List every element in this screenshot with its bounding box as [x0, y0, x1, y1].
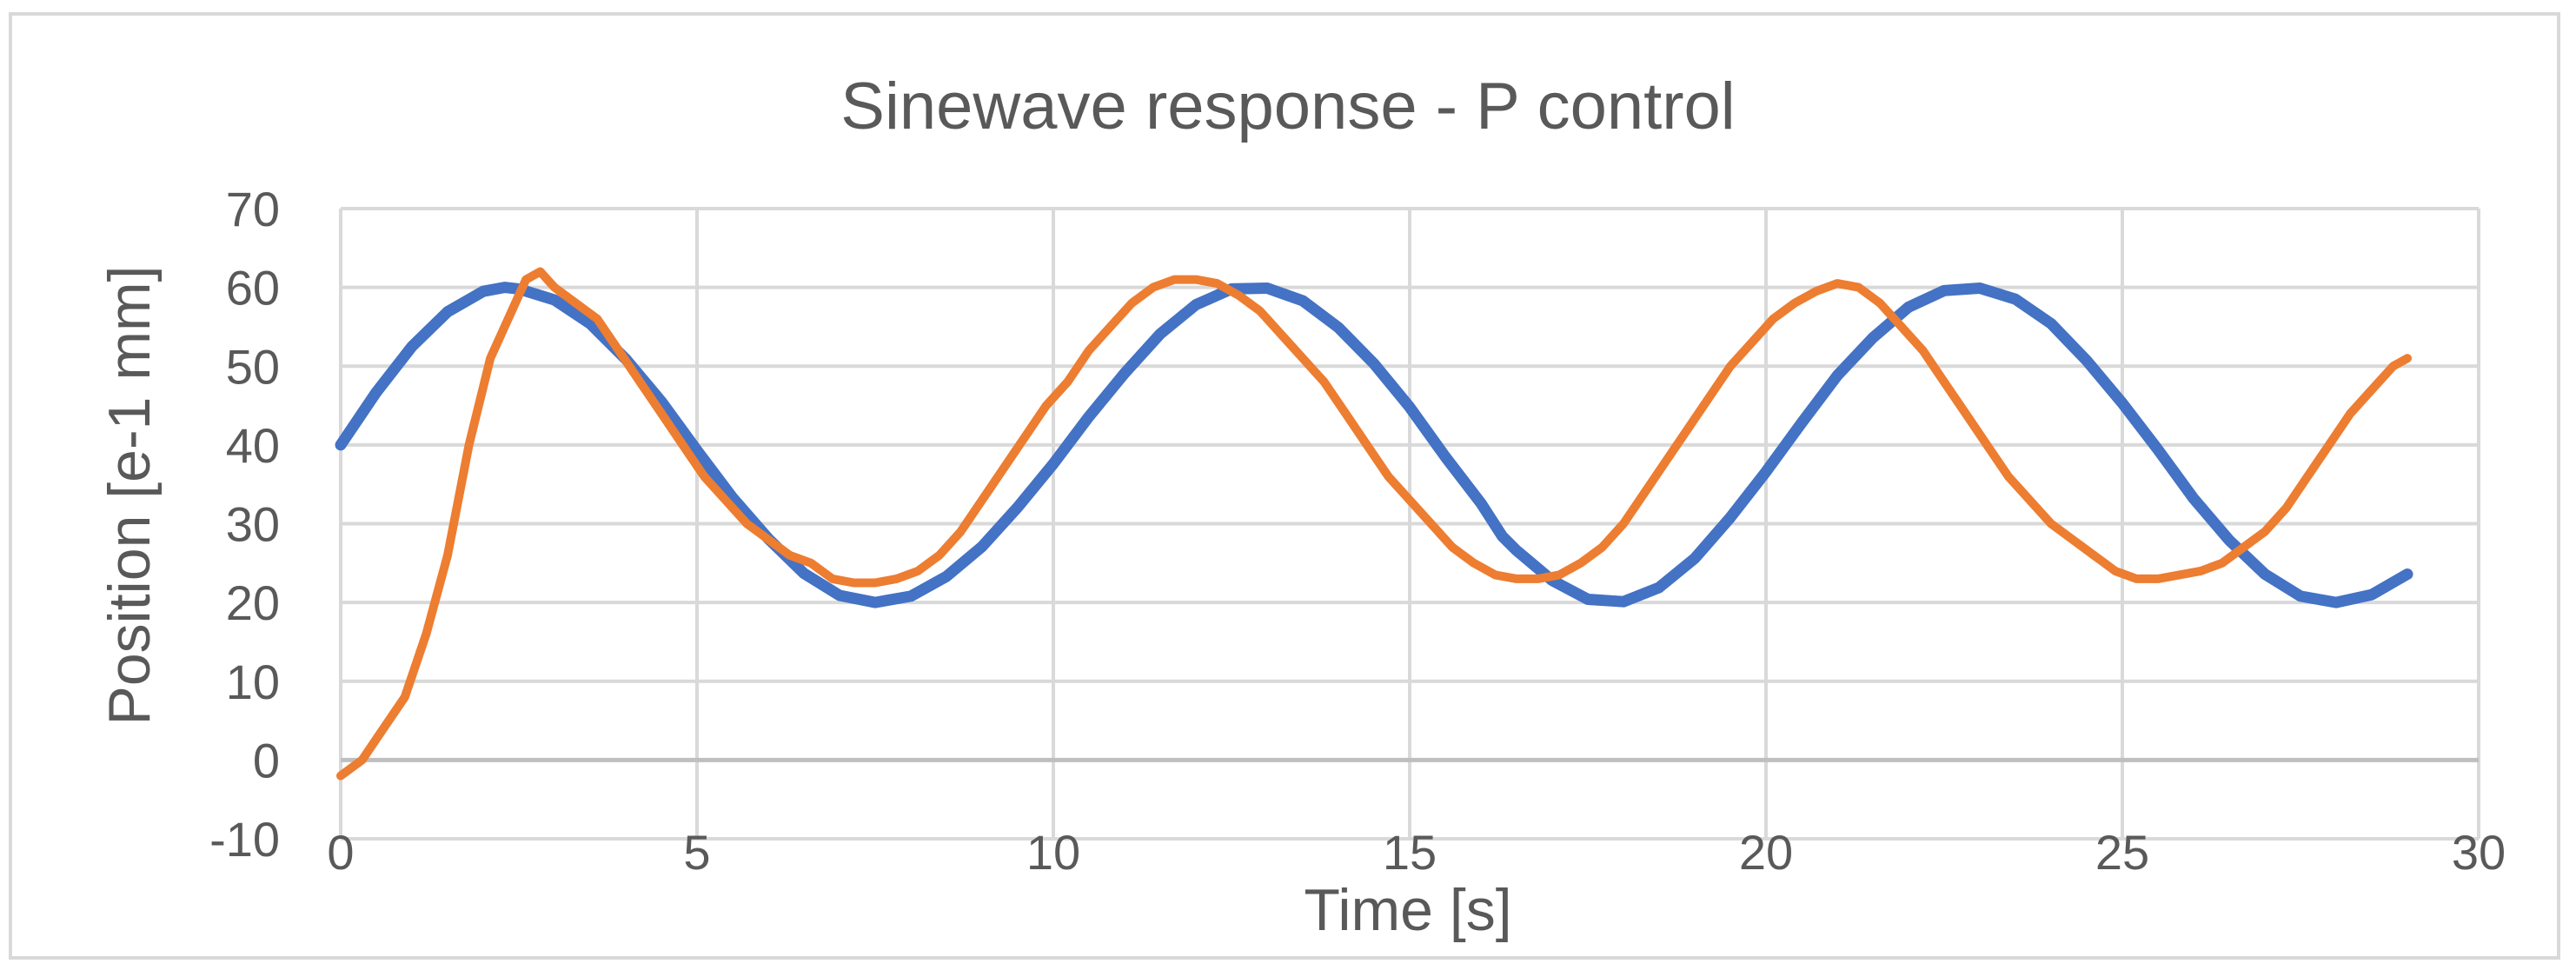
y-tick-label: 70 — [226, 182, 280, 236]
y-tick-label: 10 — [226, 655, 280, 709]
y-tick-label: 20 — [226, 575, 280, 630]
x-axis-label: Time [s] — [1304, 877, 1511, 943]
x-tick-label: 20 — [1739, 825, 1793, 880]
series-line-response — [336, 267, 2412, 781]
tick-labels: -10 0 10 20 30 40 50 60 70 0 5 10 15 20 25 30 — [209, 182, 2506, 880]
x-tick-label: 25 — [2095, 825, 2149, 880]
gridlines — [339, 207, 2480, 841]
series-layer — [335, 267, 2413, 781]
y-tick-label: 40 — [226, 418, 280, 473]
y-tick-label: 0 — [253, 733, 280, 788]
y-tick-label: -10 — [209, 812, 280, 867]
chart-frame — [9, 12, 2560, 960]
x-tick-label: 15 — [1383, 825, 1437, 880]
y-tick-label: 50 — [226, 339, 280, 394]
x-tick-label: 0 — [327, 825, 354, 880]
x-tick-label: 5 — [683, 825, 710, 880]
series-line-reference — [335, 282, 2413, 608]
y-tick-label: 30 — [226, 497, 280, 552]
y-tick-label: 60 — [226, 261, 280, 316]
x-tick-label: 30 — [2452, 825, 2506, 880]
y-axis-label: Position [e-1 mm] — [96, 265, 163, 725]
x-tick-label: 10 — [1026, 825, 1080, 880]
chart-title: Sinewave response - P control — [840, 70, 1735, 143]
